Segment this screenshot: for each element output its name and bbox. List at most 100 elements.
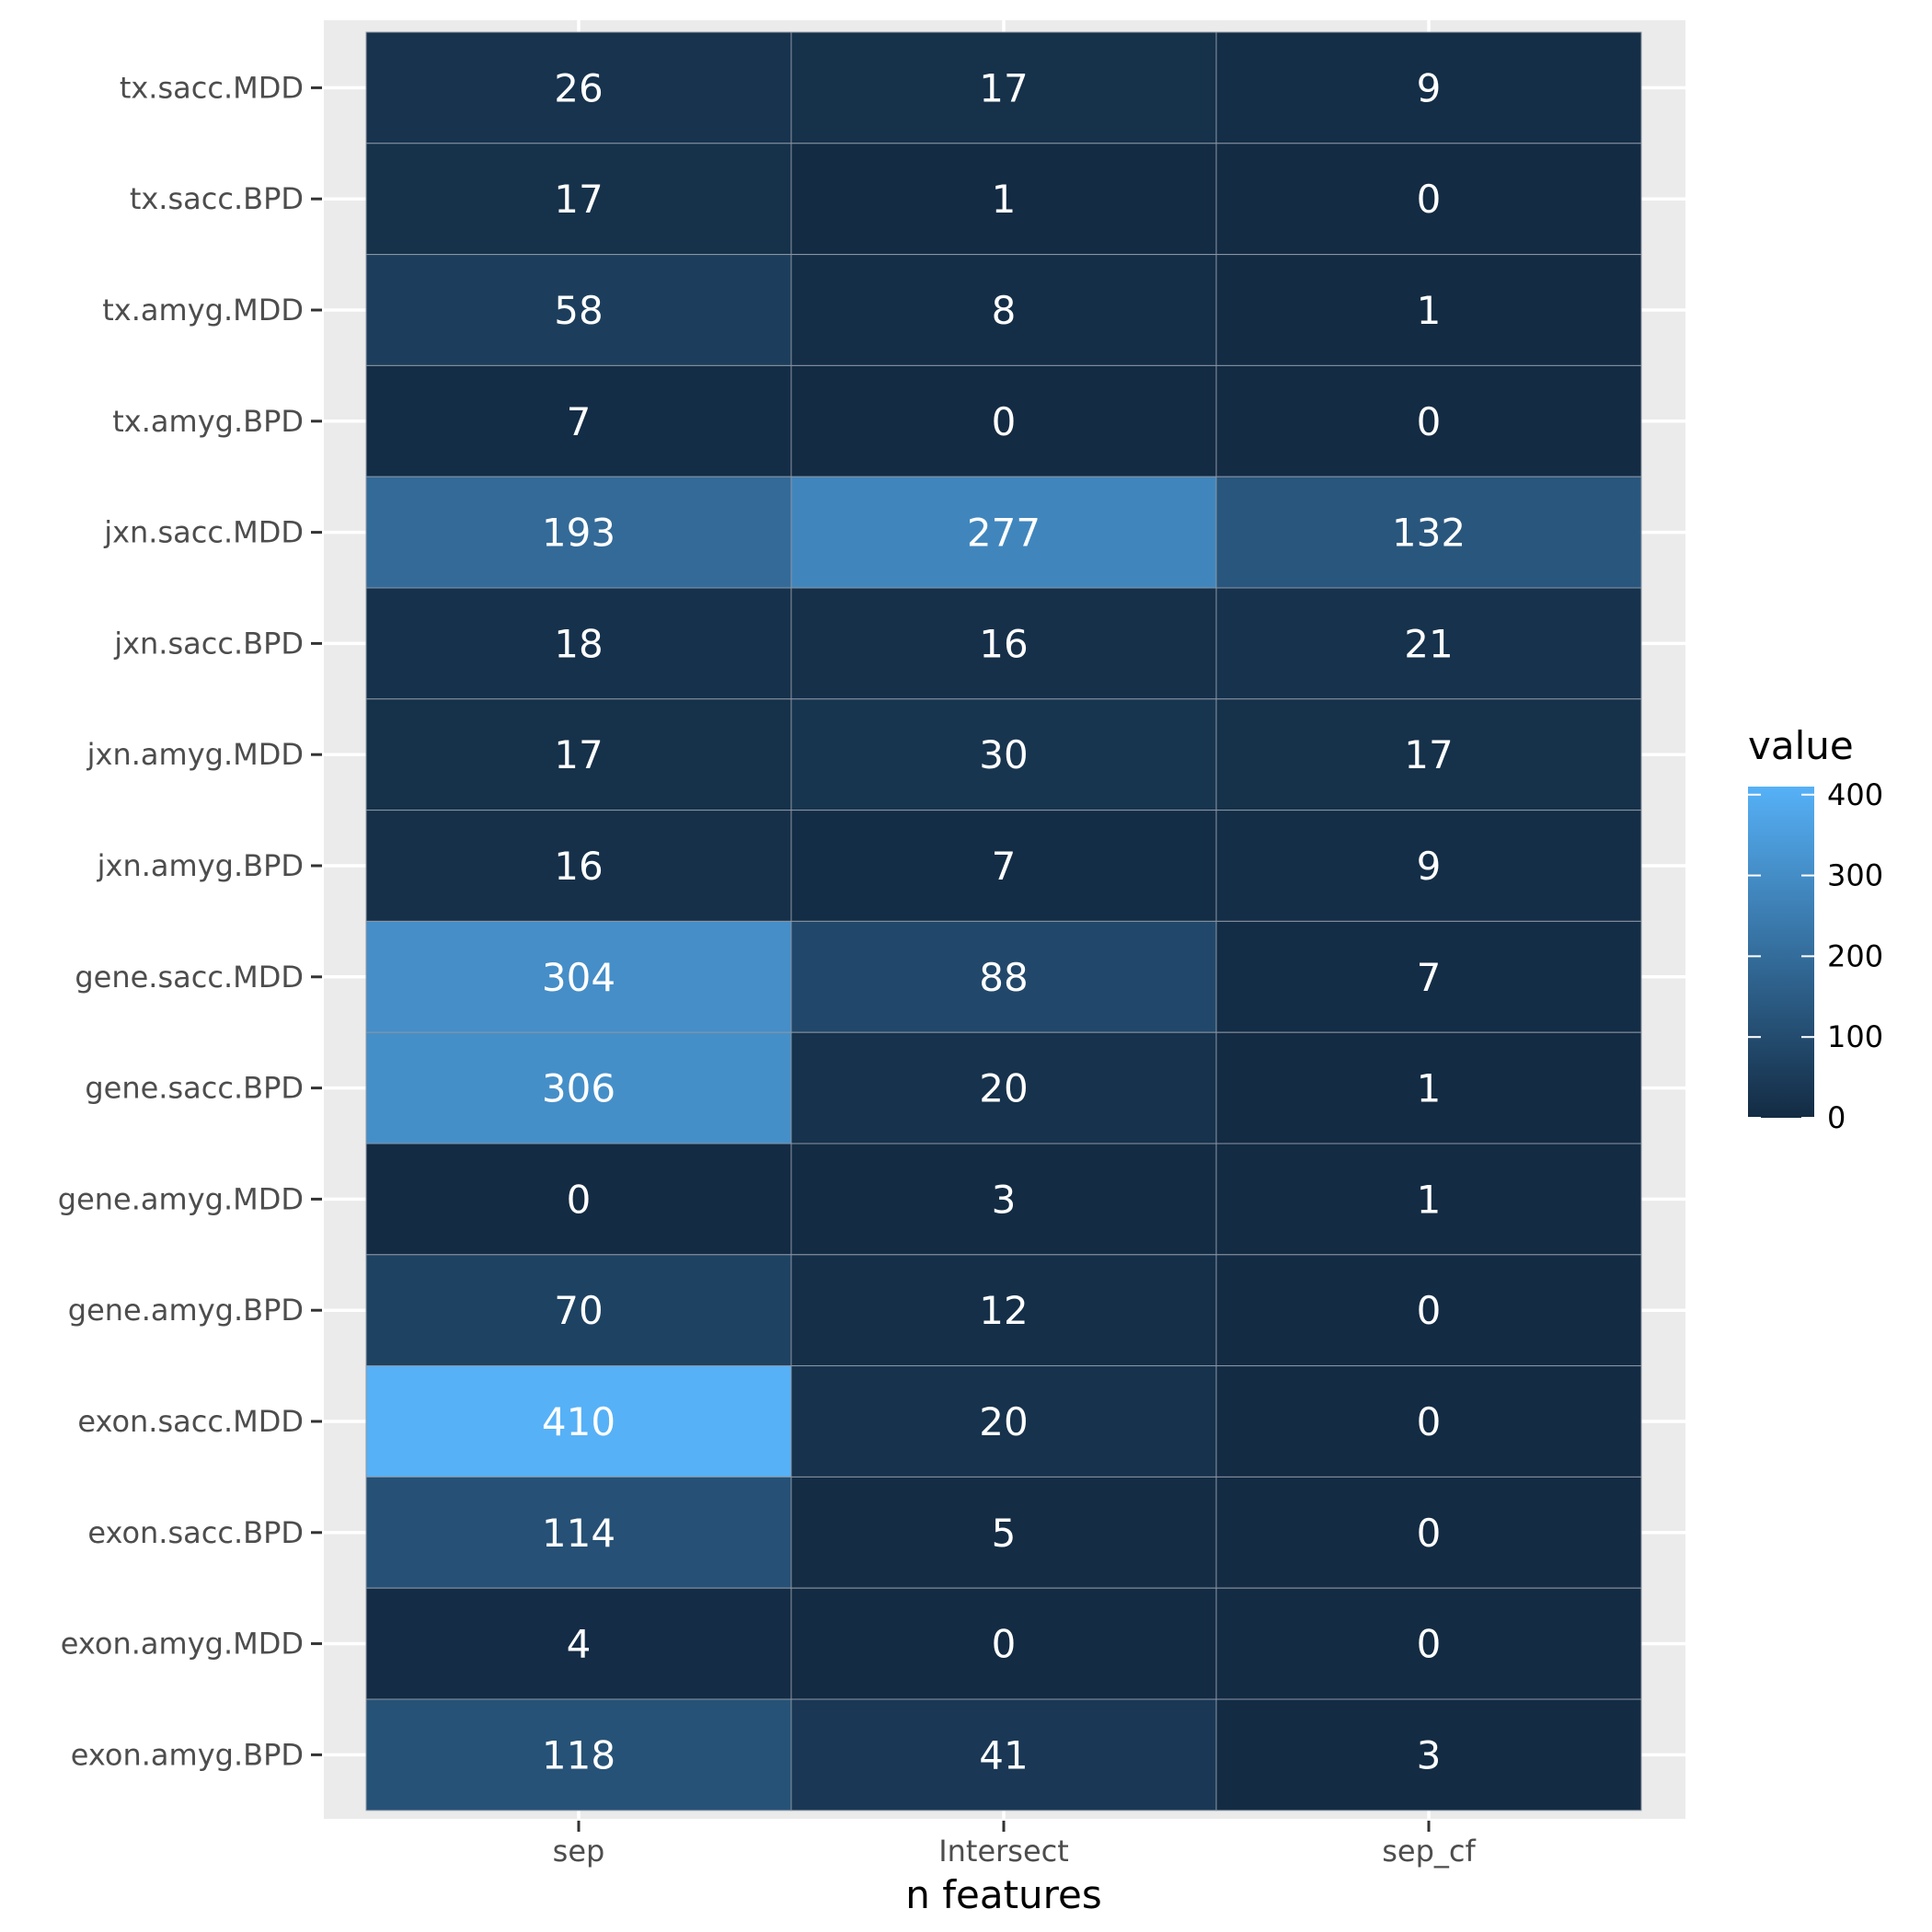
y-tick-label: tx.amyg.BPD bbox=[112, 404, 304, 439]
cell-value-label: 20 bbox=[979, 1066, 1028, 1111]
cell-value-label: 41 bbox=[979, 1732, 1028, 1777]
heatmap-cell bbox=[1215, 1587, 1642, 1700]
heatmap-cell bbox=[790, 1587, 1217, 1700]
heatmap-cell bbox=[365, 1365, 792, 1478]
cell-value-label: 3 bbox=[1417, 1732, 1442, 1777]
x-axis: sep Intersect sep_cf bbox=[553, 1821, 1477, 1869]
heatmap-cell bbox=[790, 1143, 1217, 1256]
cell-value-label: 277 bbox=[967, 511, 1041, 556]
heatmap-cell bbox=[1215, 1031, 1642, 1144]
heatmap-cell bbox=[1215, 810, 1642, 922]
heatmap-cell bbox=[365, 364, 792, 477]
cell-value-label: 17 bbox=[554, 177, 603, 222]
heatmap-cell bbox=[365, 1476, 792, 1589]
y-tick-label: exon.amyg.MDD bbox=[61, 1627, 304, 1662]
heatmap-cell bbox=[1215, 143, 1642, 256]
heatmap-cell bbox=[1215, 698, 1642, 811]
cell-value-label: 132 bbox=[1392, 511, 1466, 556]
heatmap-cell bbox=[790, 364, 1217, 477]
cell-value-label: 12 bbox=[979, 1288, 1028, 1333]
heatmap-cells bbox=[365, 31, 1642, 1811]
cell-value-label: 58 bbox=[554, 288, 603, 333]
cell-value-label: 0 bbox=[1417, 1511, 1442, 1556]
cell-value-label: 8 bbox=[992, 288, 1017, 333]
cell-value-label: 17 bbox=[554, 732, 603, 777]
cell-value-label: 114 bbox=[542, 1511, 615, 1556]
y-tick-label: jxn.amyg.BPD bbox=[97, 848, 304, 883]
y-tick-label: gene.sacc.BPD bbox=[85, 1071, 304, 1106]
y-tick-label: gene.amyg.BPD bbox=[68, 1293, 304, 1328]
legend-ticks: 0 100 200 300 400 bbox=[1748, 777, 1883, 1135]
cell-value-label: 4 bbox=[567, 1622, 592, 1667]
heatmap-cell bbox=[790, 254, 1217, 366]
heatmap-cell bbox=[790, 920, 1217, 1033]
heatmap-cell bbox=[365, 587, 792, 700]
cell-value-label: 17 bbox=[1404, 732, 1453, 777]
cell-value-label: 193 bbox=[542, 511, 615, 556]
heatmap-cell bbox=[365, 254, 792, 366]
cell-value-label: 1 bbox=[1417, 1177, 1442, 1222]
heatmap-cell bbox=[1215, 254, 1642, 366]
x-tick-label: sep_cf bbox=[1382, 1834, 1476, 1869]
cell-value-label: 410 bbox=[542, 1399, 615, 1444]
cell-value-label: 16 bbox=[554, 844, 603, 889]
cell-value-label: 0 bbox=[1417, 1288, 1442, 1333]
cell-value-label: 5 bbox=[992, 1511, 1017, 1556]
heatmap-cell bbox=[790, 698, 1217, 811]
cell-value-label: 21 bbox=[1404, 621, 1453, 666]
heatmap-cell bbox=[1215, 1698, 1642, 1811]
heatmap-cell bbox=[1215, 1143, 1642, 1256]
legend-colorbar bbox=[1748, 787, 1814, 1118]
heatmap-cell bbox=[790, 1698, 1217, 1811]
heatmap-cell bbox=[365, 1587, 792, 1700]
y-tick-label: exon.amyg.BPD bbox=[71, 1737, 304, 1772]
x-axis-title: n features bbox=[905, 1872, 1102, 1917]
y-tick-label: exon.sacc.MDD bbox=[77, 1404, 304, 1439]
y-tick-label: jxn.sacc.MDD bbox=[103, 515, 304, 550]
heatmap-cell bbox=[1215, 920, 1642, 1033]
heatmap-cell bbox=[790, 476, 1217, 589]
legend-title: value bbox=[1748, 723, 1854, 768]
cell-value-label: 30 bbox=[979, 732, 1028, 777]
y-tick-label: exon.sacc.BPD bbox=[87, 1515, 304, 1550]
cell-value-label: 3 bbox=[992, 1177, 1017, 1222]
heatmap-cell bbox=[1215, 364, 1642, 477]
heatmap-cell bbox=[365, 810, 792, 922]
cell-value-label: 306 bbox=[542, 1066, 615, 1111]
y-axis: tx.sacc.MDD tx.sacc.BPD tx.amyg.MDD tx.amyg… bbox=[58, 70, 322, 1772]
cell-value-label: 7 bbox=[992, 844, 1017, 889]
cell-value-label: 16 bbox=[979, 621, 1028, 666]
legend-tick-label: 300 bbox=[1827, 858, 1883, 893]
heatmap-cell bbox=[790, 1254, 1217, 1367]
cell-value-label: 20 bbox=[979, 1399, 1028, 1444]
heatmap-cell bbox=[1215, 1365, 1642, 1478]
cell-value-label: 9 bbox=[1417, 65, 1442, 110]
heatmap-cell bbox=[1215, 31, 1642, 144]
cell-value-label: 7 bbox=[1417, 955, 1442, 1000]
y-tick-label: gene.sacc.MDD bbox=[75, 960, 304, 995]
cell-value-label: 0 bbox=[992, 399, 1017, 444]
heatmap-cell bbox=[365, 476, 792, 589]
cell-value-label: 18 bbox=[554, 621, 603, 666]
cell-value-label: 0 bbox=[992, 1622, 1017, 1667]
cell-value-label: 1 bbox=[992, 177, 1017, 222]
heatmap-cell bbox=[365, 698, 792, 811]
y-tick-label: jxn.amyg.MDD bbox=[86, 737, 304, 772]
heatmap-cell bbox=[365, 1031, 792, 1144]
heatmap-cell bbox=[790, 810, 1217, 922]
heatmap-cell bbox=[790, 143, 1217, 256]
legend-tick-label: 400 bbox=[1827, 777, 1883, 812]
y-tick-label: gene.amyg.MDD bbox=[58, 1181, 304, 1216]
legend-tick-label: 200 bbox=[1827, 938, 1883, 973]
heatmap-cell bbox=[365, 143, 792, 256]
cell-value-label: 0 bbox=[567, 1177, 592, 1222]
heatmap-cell bbox=[365, 920, 792, 1033]
y-tick-label: tx.sacc.MDD bbox=[120, 70, 304, 105]
cell-value-label: 88 bbox=[979, 955, 1028, 1000]
cell-value-label: 70 bbox=[554, 1288, 603, 1333]
cell-value-label: 1 bbox=[1417, 1066, 1442, 1111]
cell-value-label: 0 bbox=[1417, 399, 1442, 444]
heatmap-cell bbox=[1215, 587, 1642, 700]
